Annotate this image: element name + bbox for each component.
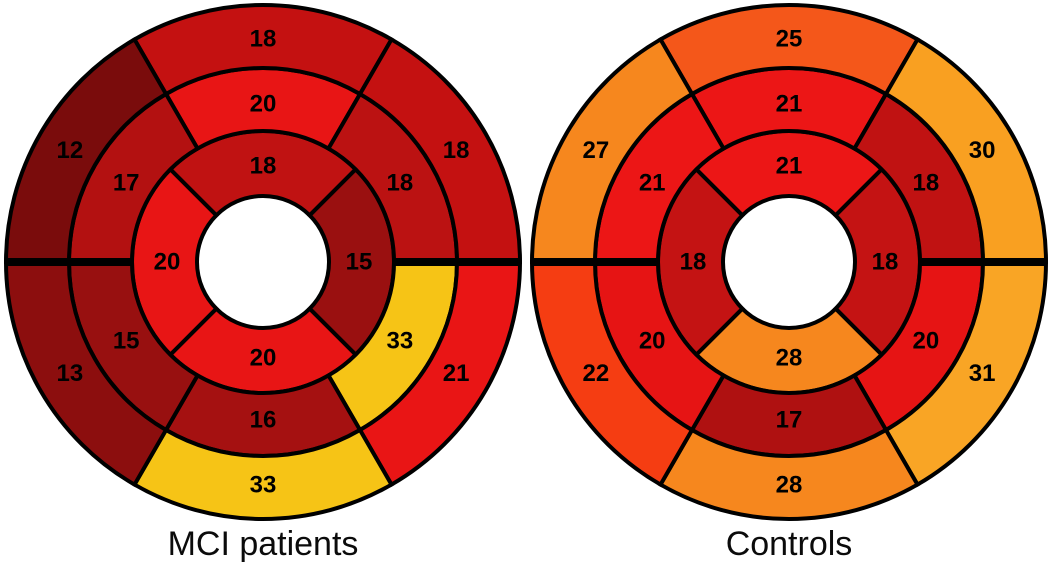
mci-patients-middle-value-upper-left: 17 <box>113 170 140 197</box>
controls-inner-value-left: 18 <box>680 249 707 276</box>
controls-outer-value-bottom: 28 <box>776 472 803 499</box>
mci-patients-middle-value-bottom: 16 <box>250 407 277 434</box>
caption-controls: Controls <box>725 525 853 563</box>
mci-patients-outer-value-lower-right: 21 <box>443 360 470 387</box>
mci-patients-middle-value-upper-right: 18 <box>386 170 413 197</box>
mci-patients-outer-segment-lower-left <box>3 260 169 488</box>
mci-patients-outer-segment-bottom <box>131 427 395 521</box>
mci-patients-outer-value-lower-left: 13 <box>57 360 84 387</box>
controls-inner-value-bottom: 28 <box>776 345 803 372</box>
controls-inner-value-right: 18 <box>872 249 899 276</box>
mci-patients-outer-value-upper-left: 12 <box>57 137 84 164</box>
controls-outer-segment-lower-left <box>529 260 695 488</box>
controls-middle-value-upper-left: 21 <box>639 170 666 197</box>
controls-outer-segment-upper-right <box>883 36 1049 264</box>
controls-inner-value-top: 21 <box>776 153 803 180</box>
mci-patients-middle-value-lower-left: 15 <box>113 328 140 355</box>
controls-middle-value-lower-left: 20 <box>639 328 666 355</box>
controls-outer-segment-bottom <box>657 427 921 521</box>
bullseye-plot-controls: 21 18 28 18 21 18 20 17 20 21 25 30 31 28 22 27 <box>529 3 1049 521</box>
mci-patients-inner-value-left: 20 <box>154 249 181 276</box>
controls-outer-value-lower-right: 31 <box>969 360 996 387</box>
mci-patients-outer-segment-upper-right <box>357 36 523 264</box>
mci-patients-middle-value-top: 20 <box>250 91 277 118</box>
controls-middle-value-top: 21 <box>776 91 803 118</box>
mci-patients-outer-value-bottom: 33 <box>250 472 277 499</box>
controls-outer-value-top: 25 <box>776 26 803 53</box>
mci-patients-inner-value-right: 15 <box>346 249 373 276</box>
caption-mci-patients: MCI patients <box>167 525 359 563</box>
mci-patients-outer-value-upper-right: 18 <box>443 137 470 164</box>
mci-patients-inner-value-top: 18 <box>250 153 277 180</box>
mci-patients-inner-value-bottom: 20 <box>250 345 277 372</box>
bullseye-plot-mci-patients: 18 15 20 20 20 18 33 16 15 17 18 18 21 33 13 12 <box>3 3 523 521</box>
mci-patients-outer-value-top: 18 <box>250 26 277 53</box>
controls-outer-value-upper-left: 27 <box>583 137 610 164</box>
controls-outer-value-lower-left: 22 <box>583 360 610 387</box>
mci-patients-middle-value-lower-right: 33 <box>386 328 413 355</box>
controls-middle-value-bottom: 17 <box>776 407 803 434</box>
controls-middle-value-lower-right: 20 <box>912 328 939 355</box>
controls-outer-value-upper-right: 30 <box>969 137 996 164</box>
controls-middle-value-upper-right: 18 <box>912 170 939 197</box>
